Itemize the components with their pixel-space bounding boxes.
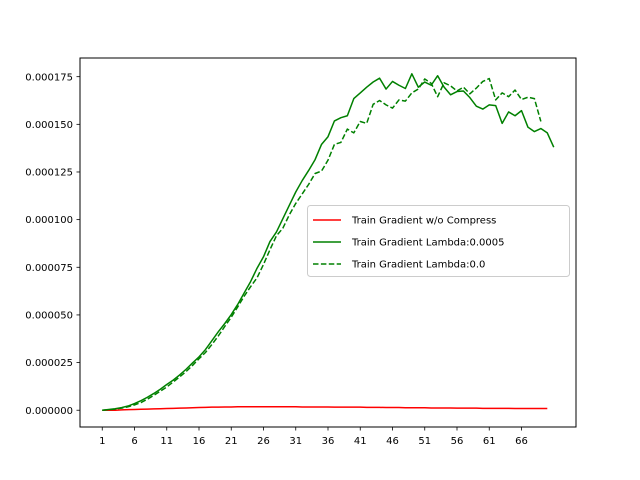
y-tick-label: 0.000025: [25, 358, 73, 369]
y-tick-label: 0.000075: [25, 263, 73, 274]
x-tick-label: 26: [257, 436, 270, 447]
x-tick-label: 6: [131, 436, 137, 447]
y-tick-label: 0.000000: [25, 406, 73, 417]
x-tick-label: 41: [354, 436, 367, 447]
y-tick-label: 0.000125: [25, 168, 73, 179]
x-tick-label: 1: [99, 436, 105, 447]
x-tick-label: 16: [193, 436, 206, 447]
x-tick-label: 46: [386, 436, 399, 447]
x-tick-label: 21: [225, 436, 238, 447]
y-axis: 0.000000 0.000025 0.000050 0.000075 0.000100…: [25, 72, 80, 417]
legend-box: [307, 205, 570, 277]
x-tick-label: 11: [160, 436, 173, 447]
series-line-3: [102, 77, 542, 411]
x-axis: 1 6 11 16 21 26 31 36 41 46 51 56 61 66: [99, 427, 528, 447]
legend-label-2: Train Gradient Lambda:0.0005: [351, 238, 505, 249]
x-tick-label: 36: [322, 436, 335, 447]
y-tick-label: 0.000100: [25, 215, 73, 226]
y-tick-label: 0.000150: [25, 120, 73, 131]
x-tick-label: 61: [483, 436, 496, 447]
y-tick-label: 0.000175: [25, 72, 73, 83]
legend-label-1: Train Gradient w/o Compress: [351, 216, 496, 227]
x-tick-label: 56: [451, 436, 464, 447]
series-line-2: [102, 73, 555, 411]
x-tick-label: 31: [289, 436, 302, 447]
x-tick-label: 51: [418, 436, 431, 447]
y-tick-label: 0.000050: [25, 311, 73, 322]
series-line-1: [102, 406, 548, 411]
legend: Train Gradient w/o Compress Train Gradien…: [307, 205, 570, 277]
legend-label-3: Train Gradient Lambda:0.0: [351, 260, 485, 271]
x-tick-label: 66: [515, 436, 528, 447]
series-layer: [102, 73, 555, 411]
